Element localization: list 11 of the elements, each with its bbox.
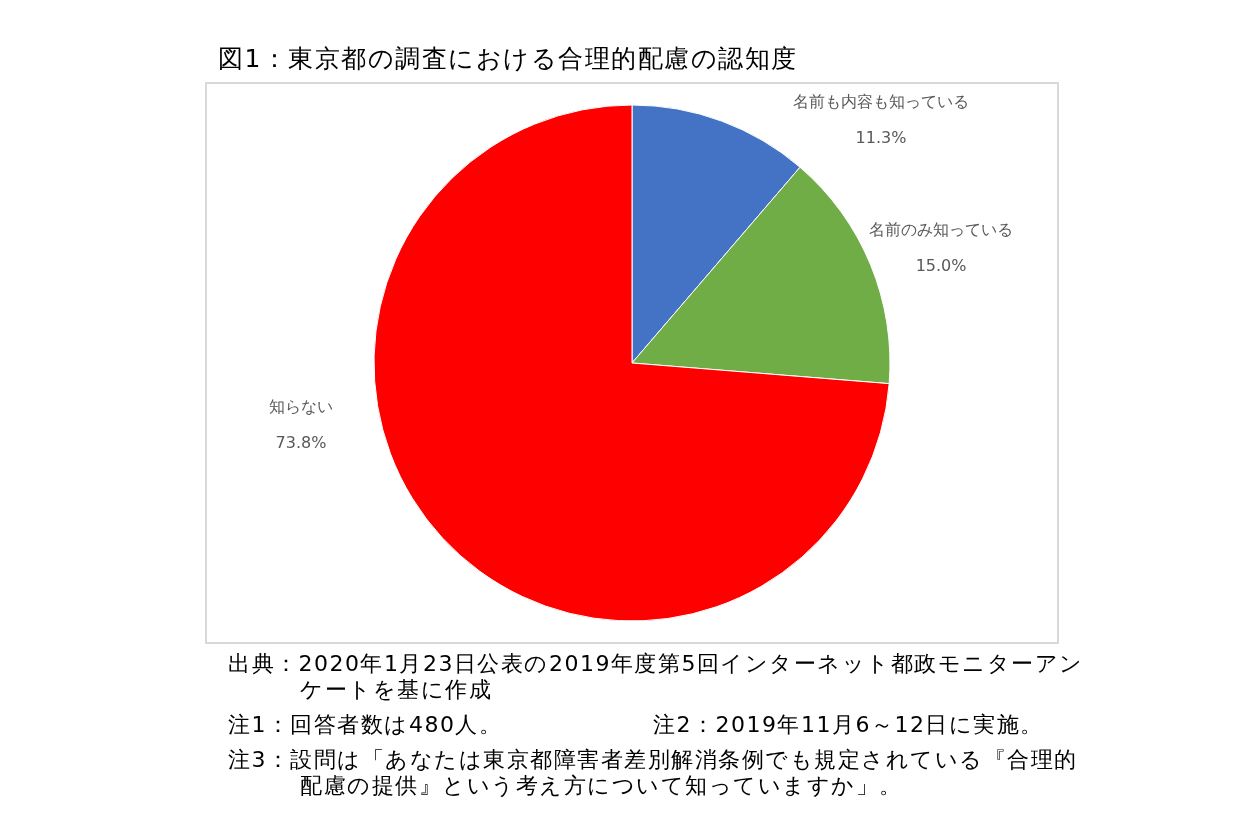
slice-label: 名前も内容も知っている [792,92,969,112]
text: 注3：設問は「あなたは東京都障害者差別解消条例でも規定されている『合理的配慮の提供』という考え方について知っていますか」。 [228,747,1079,799]
data-label: 11.3% [855,128,907,148]
data-label: 73.8% [275,433,327,453]
text: 注2：2019年11月6～12日に実施。 [653,712,1045,738]
slice-label: 名前のみ知っている [869,220,1014,240]
data-label: 15.0% [915,256,967,276]
text: 注1：回答者数は480人。 [228,712,504,738]
chart-title: 図1：東京都の調査における合理的配慮の認知度 [218,43,798,75]
source-note: 出典：2020年1月23日公表の2019年度第5回インターネット都政モニターアンケートを基に作成 [228,651,1085,703]
slice-label: 知らない [268,397,333,417]
